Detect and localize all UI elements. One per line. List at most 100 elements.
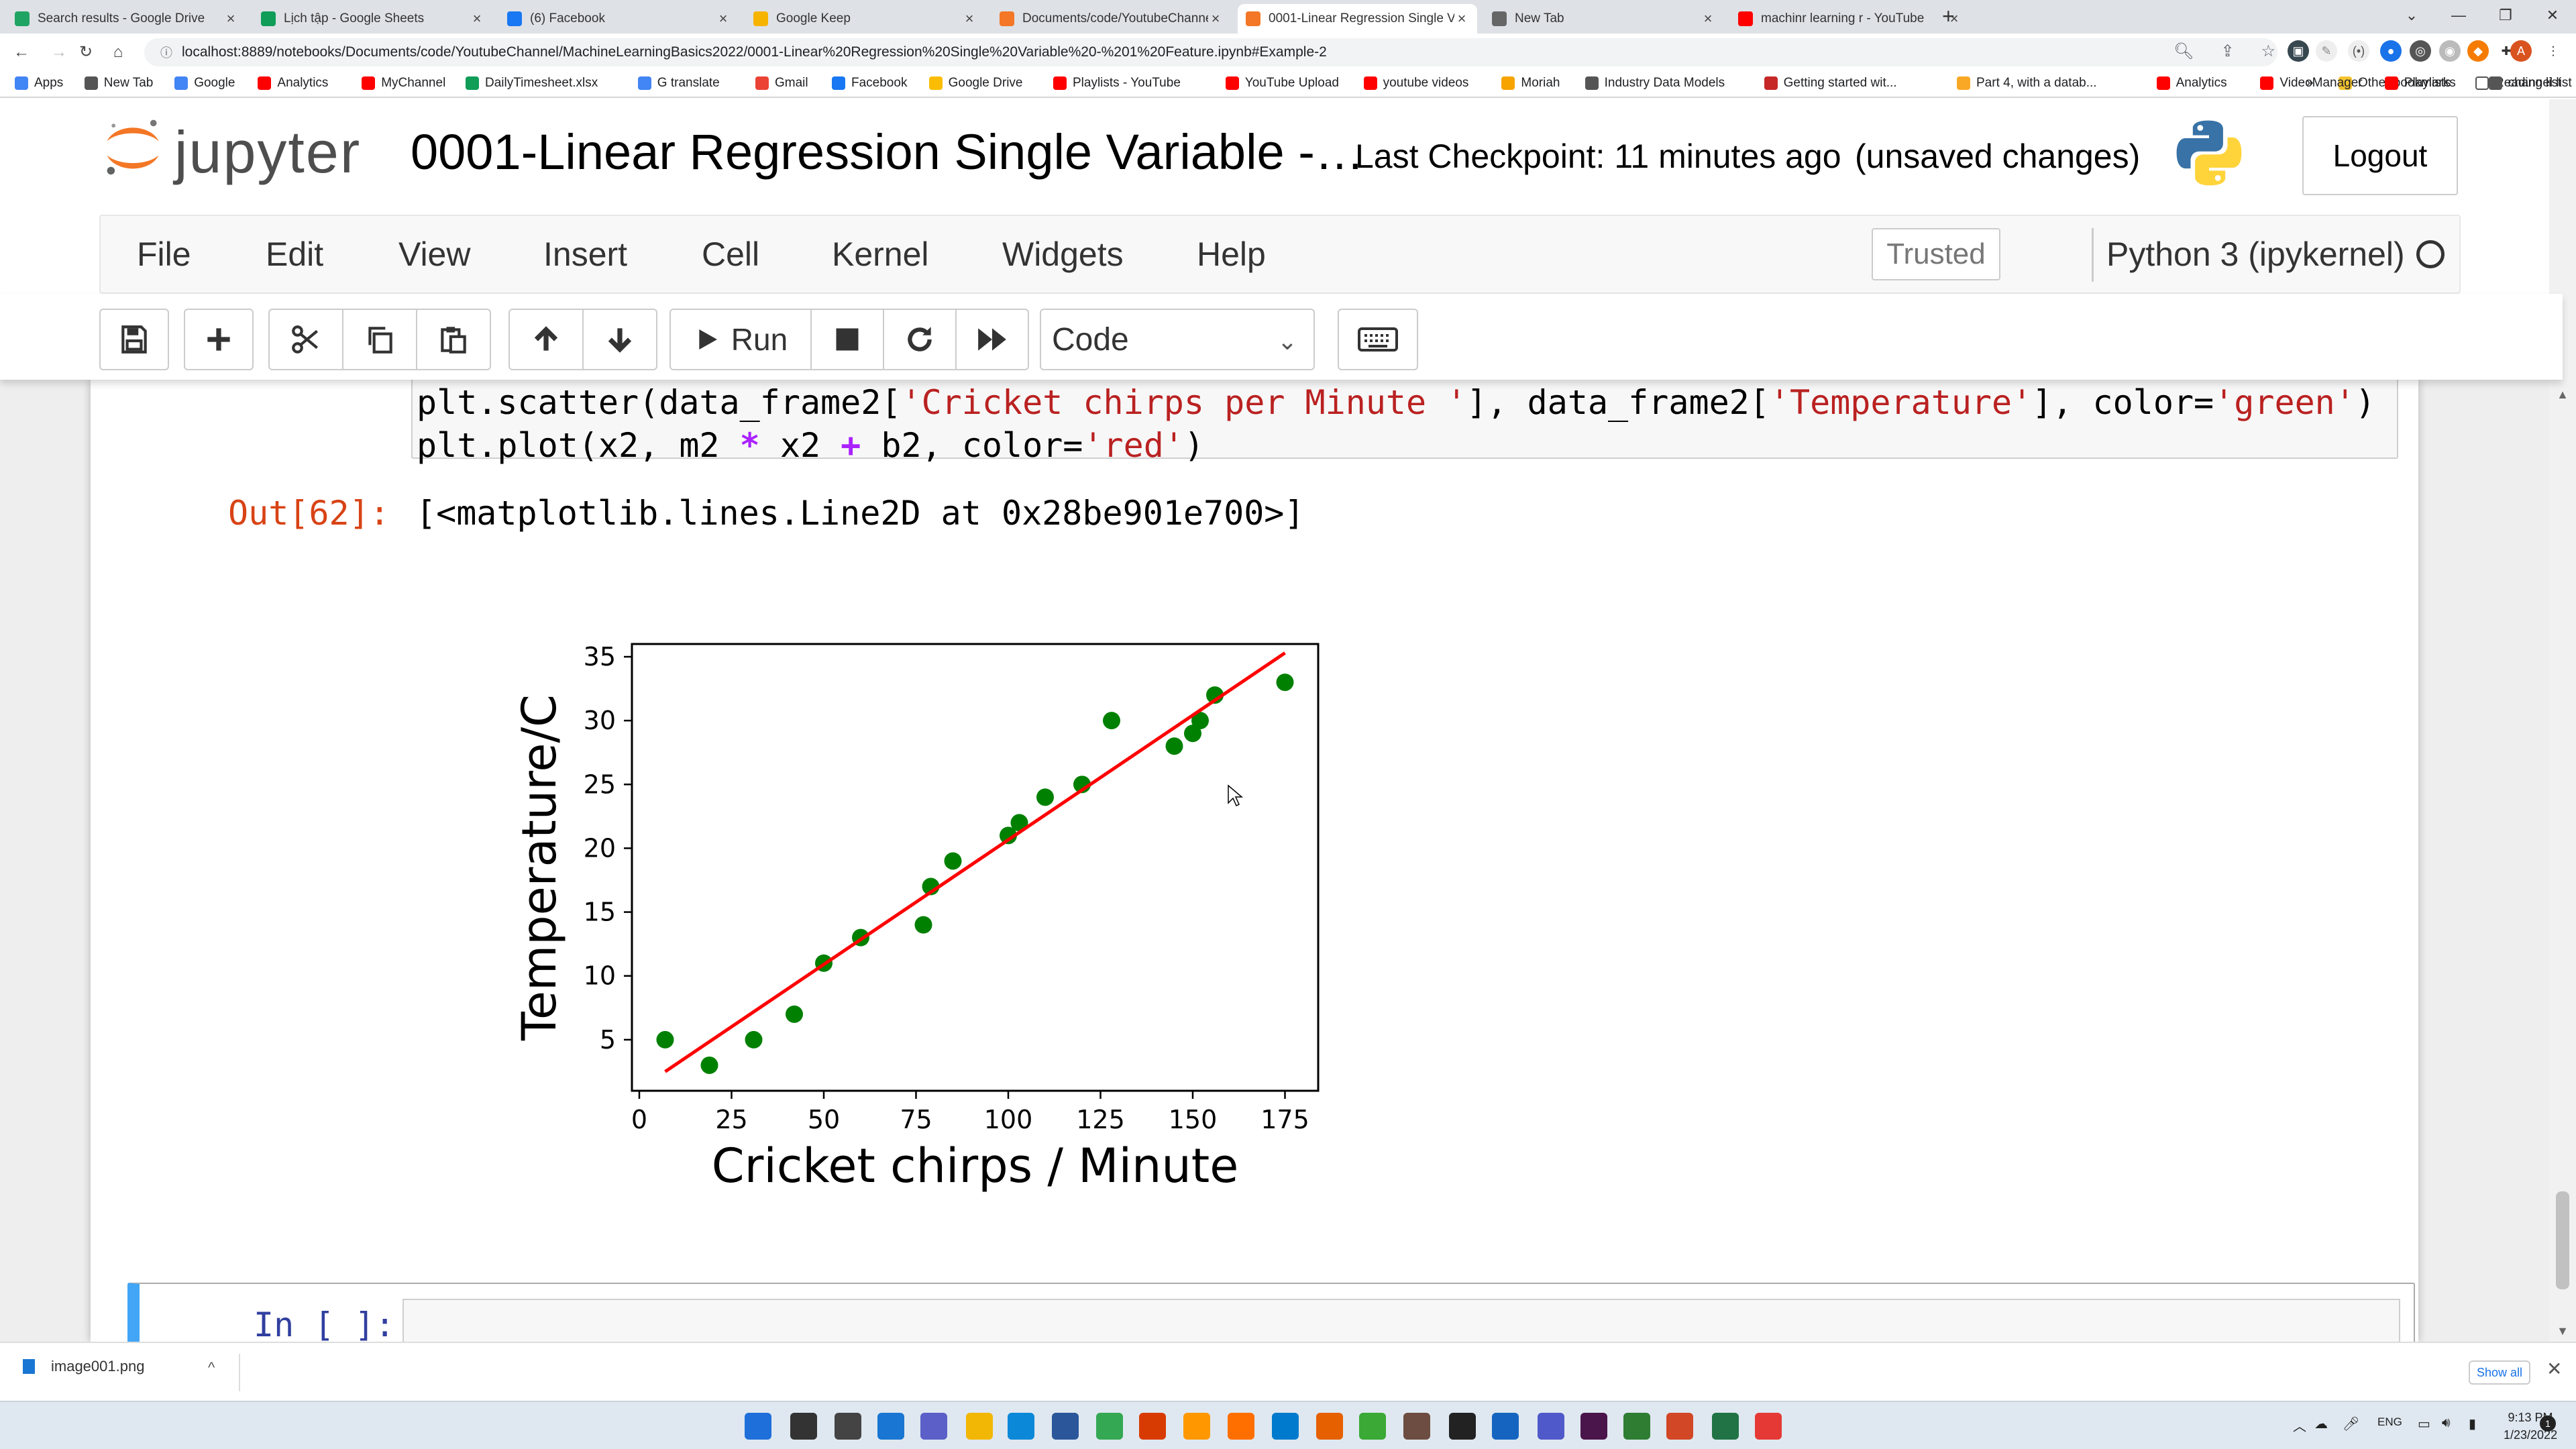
bookmark-item[interactable]: Part 4, with a datab...	[1957, 76, 2097, 91]
zoom-icon[interactable]: 🔍︎	[2174, 42, 2194, 60]
move-up-button[interactable]	[508, 309, 584, 370]
powerpoint-icon[interactable]	[1666, 1413, 1693, 1440]
task-view-icon[interactable]	[835, 1413, 861, 1440]
menu-view[interactable]: View	[398, 235, 471, 273]
interrupt-button[interactable]	[810, 309, 884, 370]
extension-icon[interactable]: ✎	[2316, 40, 2337, 62]
minimize-button[interactable]: —	[2451, 7, 2466, 23]
bookmark-item[interactable]: DailyTimesheet.xlsx	[466, 76, 598, 91]
move-down-button[interactable]	[582, 309, 657, 370]
run-all-button[interactable]	[955, 309, 1029, 370]
tab-close-icon[interactable]: ×	[1703, 10, 1713, 27]
bookmark-item[interactable]: Google	[174, 76, 235, 91]
app-icon[interactable]	[1623, 1413, 1650, 1440]
restart-button[interactable]	[883, 309, 957, 370]
cut-button[interactable]	[268, 309, 343, 370]
bookmark-item[interactable]: Apps	[15, 76, 63, 91]
extension-icon[interactable]: ◉	[2439, 40, 2461, 62]
extension-icon[interactable]: ●	[2380, 40, 2402, 62]
browser-tab[interactable]: 0001-Linear Regression Single Va ×	[1238, 4, 1477, 34]
bookmark-item[interactable]: New Tab	[84, 76, 153, 91]
vscode-icon[interactable]	[1272, 1413, 1299, 1440]
menu-widgets[interactable]: Widgets	[1002, 235, 1124, 273]
bookmark-item[interactable]: Playlists - YouTube	[1053, 76, 1181, 91]
command-palette-button[interactable]	[1338, 309, 1418, 370]
search-icon[interactable]	[790, 1413, 817, 1440]
extension-icon[interactable]: (•)	[2348, 40, 2369, 62]
close-window-button[interactable]: ✕	[2546, 7, 2559, 23]
bookmark-item[interactable]: Analytics	[258, 76, 328, 91]
reload-icon[interactable]: ↻	[78, 43, 93, 61]
notebook-title[interactable]: 0001-Linear Regression Single Variable -…	[411, 124, 1364, 180]
teams-icon[interactable]	[1538, 1413, 1564, 1440]
tab-close-icon[interactable]: ×	[1949, 10, 1959, 27]
copy-button[interactable]	[342, 309, 417, 370]
terminal-icon[interactable]	[1449, 1413, 1476, 1440]
bookmark-item[interactable]: YouTube Upload	[1225, 76, 1339, 91]
app-icon[interactable]	[1755, 1413, 1782, 1440]
trusted-button[interactable]: Trusted	[1872, 228, 2000, 280]
bookmark-item[interactable]: Playlists	[2384, 76, 2451, 91]
slack-icon[interactable]	[1580, 1413, 1607, 1440]
extension-icon[interactable]: ◎	[2410, 40, 2431, 62]
tab-search-icon[interactable]: ⌄	[2405, 7, 2418, 23]
firefox-icon[interactable]	[1316, 1413, 1343, 1440]
tab-close-icon[interactable]: ×	[226, 10, 235, 27]
show-all-downloads-button[interactable]: Show all	[2469, 1360, 2530, 1385]
bookmark-item[interactable]: VideoManager	[2260, 76, 2363, 91]
start-icon[interactable]	[745, 1413, 771, 1440]
new-tab-button[interactable]: +	[1942, 4, 1955, 28]
close-download-bar-icon[interactable]: ✕	[2546, 1358, 2563, 1379]
bookmark-item[interactable]: G translate	[637, 76, 720, 91]
scrollbar-thumb[interactable]	[2556, 1191, 2569, 1289]
chevron-up-icon[interactable]: ^	[208, 1359, 215, 1376]
bookmark-item[interactable]: channel list	[2488, 76, 2572, 91]
bookmark-star-icon[interactable]: ☆	[2261, 42, 2276, 60]
tab-close-icon[interactable]: ×	[965, 10, 974, 27]
insert-cell-button[interactable]	[184, 309, 254, 370]
sublime-icon[interactable]	[1228, 1413, 1254, 1440]
scroll-down-arrow-icon[interactable]: ▼	[2557, 1324, 2569, 1338]
browser-tab[interactable]: Lịch tập - Google Sheets ×	[253, 4, 492, 34]
microphone-icon[interactable]: 🎤︎	[2343, 1417, 2360, 1432]
excel-icon[interactable]	[1712, 1413, 1739, 1440]
more-bookmarks-button[interactable]: »	[2306, 76, 2314, 91]
browser-tab[interactable]: New Tab ×	[1484, 4, 1723, 34]
reading-list-button[interactable]: Reading list	[2475, 76, 2561, 91]
back-icon[interactable]: ←	[13, 43, 30, 61]
bookmark-item[interactable]: Google Drive	[928, 76, 1022, 91]
bookmark-item[interactable]: youtube videos	[1363, 76, 1468, 91]
restore-button[interactable]: ❐	[2499, 7, 2512, 23]
download-item[interactable]: image001.png	[23, 1358, 144, 1375]
bookmark-item[interactable]: Facebook	[832, 76, 907, 91]
app-icon[interactable]	[1183, 1413, 1210, 1440]
menu-cell[interactable]: Cell	[702, 235, 760, 273]
site-info-icon[interactable]: ⓘ	[160, 46, 172, 60]
bookmark-item[interactable]: Industry Data Models	[1585, 76, 1725, 91]
store-icon[interactable]	[1052, 1413, 1079, 1440]
edge-icon[interactable]	[1008, 1413, 1034, 1440]
menu-help[interactable]: Help	[1197, 235, 1266, 273]
scroll-up-arrow-icon[interactable]: ▲	[2557, 388, 2569, 401]
onedrive-icon[interactable]: ☁	[2314, 1417, 2328, 1432]
bookmark-item[interactable]: Getting started wit...	[1764, 76, 1897, 91]
browser-tab[interactable]: Google Keep ×	[745, 4, 985, 34]
tray-overflow-icon[interactable]: ︿	[2293, 1419, 2306, 1434]
share-icon[interactable]: ⇪	[2220, 42, 2235, 60]
office-icon[interactable]	[1139, 1413, 1166, 1440]
chrome-icon[interactable]	[1096, 1413, 1123, 1440]
widgets-icon[interactable]	[877, 1413, 904, 1440]
app-icon[interactable]	[1492, 1413, 1519, 1440]
notification-badge[interactable]: 1	[2540, 1415, 2556, 1432]
logout-button[interactable]: Logout	[2302, 116, 2458, 195]
extension-icon[interactable]: ▣	[2288, 40, 2309, 62]
menu-edit[interactable]: Edit	[266, 235, 324, 273]
page-scrollbar[interactable]: ▲ ▼	[2549, 99, 2576, 1342]
browser-menu-icon[interactable]: ⋮	[2542, 40, 2564, 62]
jupyter-logo-text[interactable]: jupyter	[174, 119, 362, 185]
browser-tab[interactable]: (6) Facebook ×	[499, 4, 739, 34]
bookmark-item[interactable]: MyChannel	[362, 76, 445, 91]
address-bar[interactable]: ⓘ localhost:8889/notebooks/Documents/cod…	[144, 38, 2277, 66]
tab-close-icon[interactable]: ×	[472, 10, 482, 27]
file-explorer-icon[interactable]	[966, 1413, 993, 1440]
